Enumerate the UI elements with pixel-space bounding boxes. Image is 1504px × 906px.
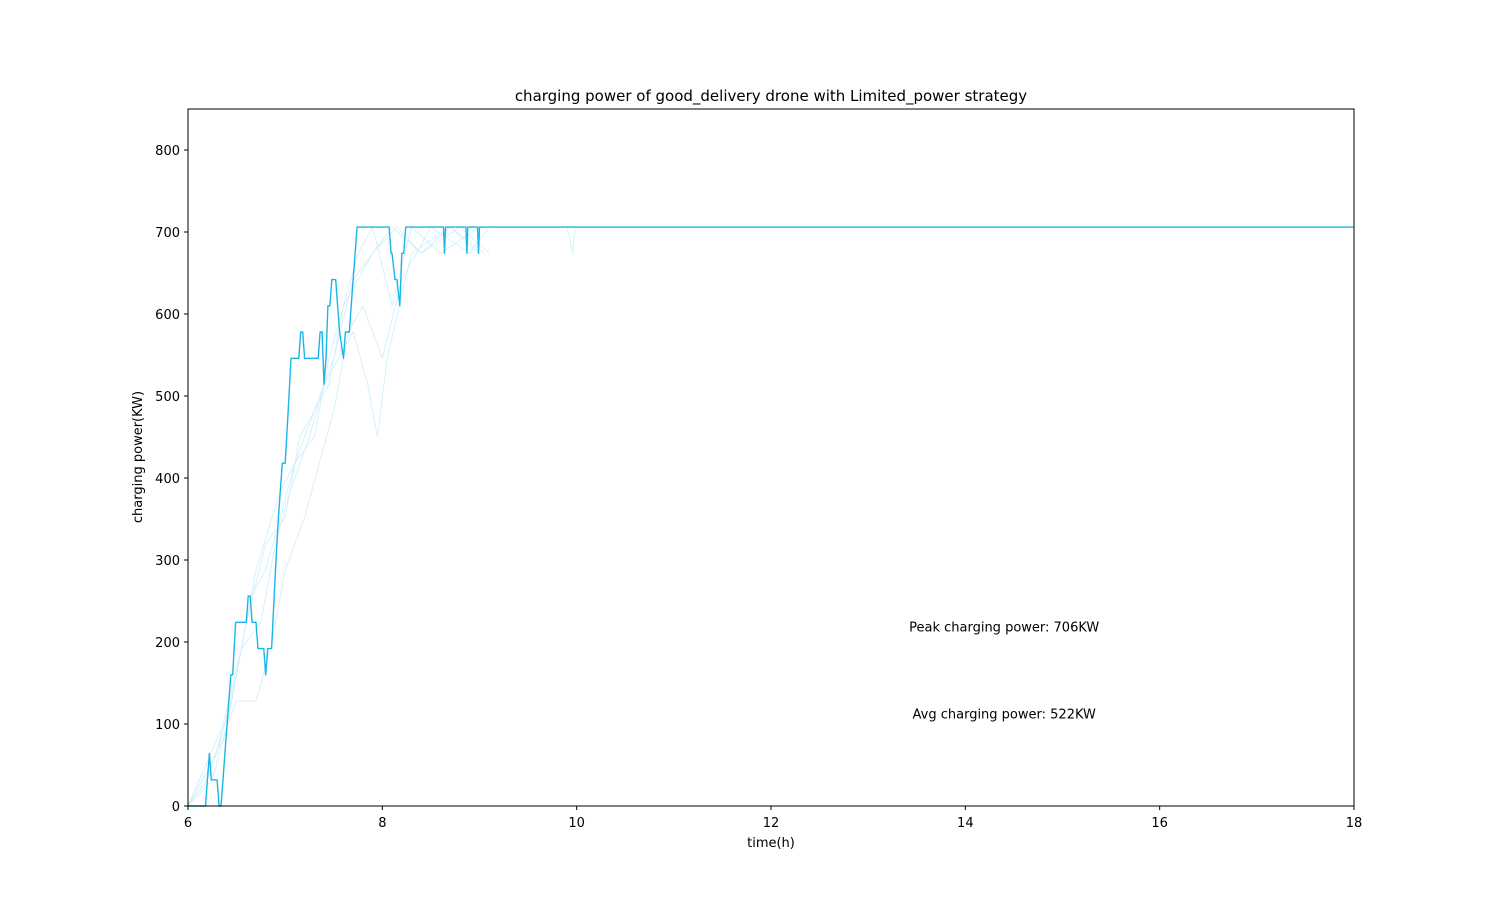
x-tick-label: 12 (763, 816, 780, 831)
y-tick-label: 0 (172, 800, 180, 815)
series-line-trace-6 (566, 227, 576, 254)
y-tick-label: 300 (155, 554, 180, 569)
annotation-avg-power: Avg charging power: 522KW (913, 707, 1097, 722)
y-tick-label: 600 (155, 308, 180, 323)
x-tick-label: 8 (378, 816, 386, 831)
main-series-group (188, 226, 1354, 807)
y-tick-label: 700 (155, 226, 180, 241)
x-tick-label: 14 (957, 816, 974, 831)
y-axis-label: charging power(KW) (131, 391, 146, 523)
y-tick-label: 100 (155, 718, 180, 733)
x-tick-label: 6 (184, 816, 192, 831)
series-line-main (188, 226, 1354, 807)
annotations: Peak charging power: 706KW Avg charging p… (909, 620, 1099, 722)
series-line-trace-2 (187, 226, 490, 807)
y-tick-label: 800 (155, 144, 180, 159)
x-tick-label: 18 (1346, 816, 1363, 831)
y-tick-label: 200 (155, 636, 180, 651)
chart-title: charging power of good_delivery drone wi… (515, 87, 1027, 106)
y-axis: 0 100 200 300 400 500 600 700 800 (155, 144, 188, 815)
x-axis-label: time(h) (747, 836, 795, 851)
y-tick-label: 500 (155, 390, 180, 405)
annotation-peak-power: Peak charging power: 706KW (909, 620, 1099, 635)
x-tick-label: 16 (1151, 816, 1168, 831)
x-tick-label: 10 (568, 816, 585, 831)
y-tick-label: 400 (155, 472, 180, 487)
x-axis: 6 8 10 12 14 16 18 (184, 806, 1362, 831)
